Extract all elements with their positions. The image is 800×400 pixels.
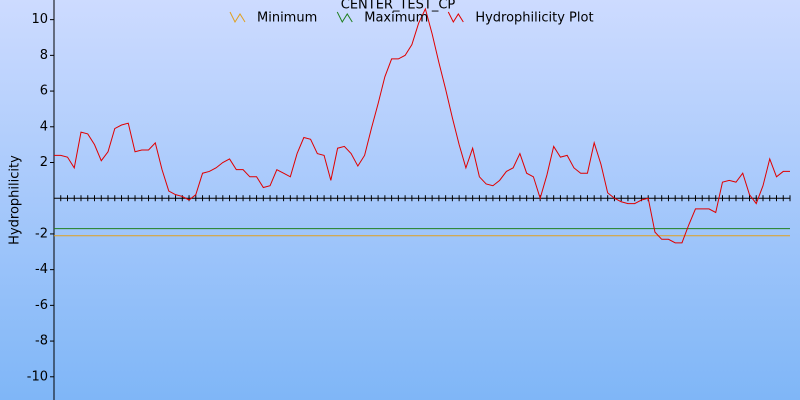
y-tick-label: 2 — [40, 155, 48, 170]
legend-icon — [229, 11, 246, 24]
y-tick-label: -4 — [35, 262, 48, 277]
legend-label: Minimum — [257, 11, 317, 26]
legend-label: Hydrophilicity Plot — [475, 11, 593, 26]
y-tick-label: -8 — [35, 334, 48, 349]
y-tick-label: 6 — [40, 84, 48, 99]
y-tick-label: 8 — [40, 48, 48, 63]
data-line — [54, 7, 790, 244]
y-tick-label: 4 — [40, 119, 48, 134]
legend-icon — [447, 11, 464, 24]
y-axis-label: Hydrophilicity — [8, 155, 23, 245]
legend-icon — [336, 11, 353, 24]
legend-label: Maximum — [364, 11, 428, 26]
y-tick-label: -2 — [35, 226, 48, 241]
chart-title: CENTER_TEST_CP — [341, 0, 456, 13]
y-tick-label: -10 — [27, 369, 48, 384]
y-tick-label: -6 — [35, 298, 48, 313]
y-tick-label: 10 — [31, 12, 48, 27]
